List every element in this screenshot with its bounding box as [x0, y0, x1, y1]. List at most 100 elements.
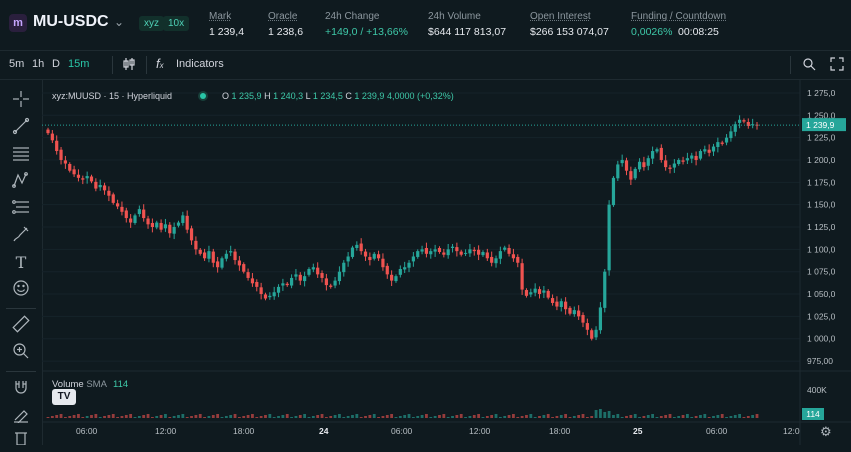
candle-body [233, 251, 237, 261]
volume-bar [394, 417, 398, 418]
volume-bar [63, 417, 67, 418]
volume-bar [194, 415, 198, 418]
funding-countdown: 00:08:25 [678, 26, 719, 38]
volume-bar [116, 417, 119, 418]
zoom-in-icon[interactable] [10, 342, 32, 364]
candle-body [63, 160, 67, 164]
candle-body [698, 151, 703, 159]
open-interest-value: $266 153 074,07 [530, 26, 609, 38]
volume-bar [520, 416, 524, 418]
volume-bar [607, 411, 611, 418]
dex-badge: xyz [139, 16, 164, 31]
trash-icon[interactable] [10, 430, 32, 452]
volume-bar [320, 414, 324, 418]
time-tick-label: 18:00 [233, 426, 255, 436]
candle-body [107, 190, 111, 196]
volume-bar [298, 415, 302, 418]
oracle-value: 1 238,6 [268, 26, 304, 38]
volume-bar [311, 416, 315, 418]
candle-body [281, 283, 285, 286]
volume-bar [81, 417, 85, 418]
candle-body [72, 169, 76, 175]
candle-body [342, 262, 346, 273]
ruler-icon[interactable] [10, 315, 32, 337]
volume-bar [620, 417, 624, 418]
indicators-button[interactable]: Indicators [176, 58, 224, 70]
volume-bar [190, 416, 193, 418]
price-chart[interactable]: 1 275,0 1 250,0 1 225,0 1 200,0 1 175,0 1 150… [42, 80, 851, 445]
volume-bar [664, 415, 668, 418]
crosshair-icon[interactable] [10, 90, 32, 112]
volume-bar [525, 415, 528, 418]
candle-body [751, 124, 755, 126]
magnet-icon[interactable] [10, 378, 32, 400]
volume-24h-value: $644 117 813,07 [428, 26, 507, 38]
timeframe-d[interactable]: D [52, 58, 60, 70]
candle-body [185, 215, 189, 230]
market-symbol[interactable]: MU-USDC [33, 13, 109, 30]
volume-bar [646, 415, 650, 418]
candle-body [577, 310, 581, 317]
fib-retracement-icon[interactable] [10, 198, 32, 220]
volume-bar [103, 416, 106, 418]
candle-body [468, 249, 472, 254]
screenshot-icon[interactable] [802, 57, 816, 76]
price-tick-label: 1 275,0 [807, 88, 836, 98]
pattern-icon[interactable] [10, 171, 32, 193]
candle-body [155, 222, 159, 228]
volume-bar [368, 415, 372, 418]
candle-body [50, 133, 54, 141]
volume-bar [429, 417, 433, 418]
candle-body [633, 168, 637, 179]
trend-line-icon[interactable] [10, 117, 32, 139]
volume-bar [703, 414, 707, 418]
gear-icon[interactable]: ⚙ [820, 424, 832, 439]
candle-body [659, 147, 663, 160]
volume-bar [181, 414, 185, 418]
candle-body [220, 258, 224, 268]
candle-type-icon[interactable] [122, 57, 136, 76]
timeframe-15m[interactable]: 15m [68, 58, 90, 70]
volume-bar [686, 414, 689, 418]
volume-bar [746, 416, 750, 418]
volume-bar [568, 417, 572, 418]
brush-icon[interactable] [10, 225, 32, 247]
candle-body [211, 251, 215, 263]
candle-body [363, 251, 368, 257]
volume-bar [672, 417, 676, 418]
volume-bar [612, 415, 615, 418]
tradingview-logo[interactable]: TV [52, 389, 76, 405]
horizontal-lines-icon[interactable] [10, 144, 32, 166]
candle-body [620, 159, 624, 164]
candle-body [498, 251, 502, 259]
volume-bar [485, 416, 489, 418]
price-tick-label: 1 025,0 [807, 311, 836, 321]
volume-bar [203, 417, 206, 418]
mark-label: Mark [209, 11, 232, 22]
funding-label: Funding / Countdown [631, 11, 727, 22]
lock-drawing-icon[interactable] [10, 405, 32, 427]
candle-body [372, 253, 376, 259]
volume-bar [733, 415, 737, 418]
candle-body [385, 265, 389, 275]
candle-body [285, 283, 289, 286]
candle-body [368, 256, 372, 261]
volume-bar [246, 415, 250, 418]
chevron-down-icon[interactable]: ⌄ [114, 15, 125, 29]
fullscreen-icon[interactable] [830, 57, 844, 76]
emoji-icon[interactable] [10, 279, 32, 301]
low-value: 1 234,5 [312, 91, 343, 101]
timeframe-1h[interactable]: 1h [32, 58, 45, 70]
volume-bar [146, 414, 150, 418]
candle-body [316, 267, 320, 275]
volume-bar [716, 415, 720, 418]
volume-bar [338, 414, 341, 418]
open-value: 1 235,9 [231, 91, 262, 101]
drawing-toolbar [0, 80, 43, 445]
open-interest-label: Open Interest [530, 11, 591, 22]
indicators-icon[interactable]: fx [156, 56, 164, 71]
text-tool-icon[interactable]: T [15, 253, 27, 272]
volume-bar [303, 414, 307, 418]
timeframe-5m[interactable]: 5m [9, 58, 25, 70]
volume-bar [677, 416, 681, 418]
